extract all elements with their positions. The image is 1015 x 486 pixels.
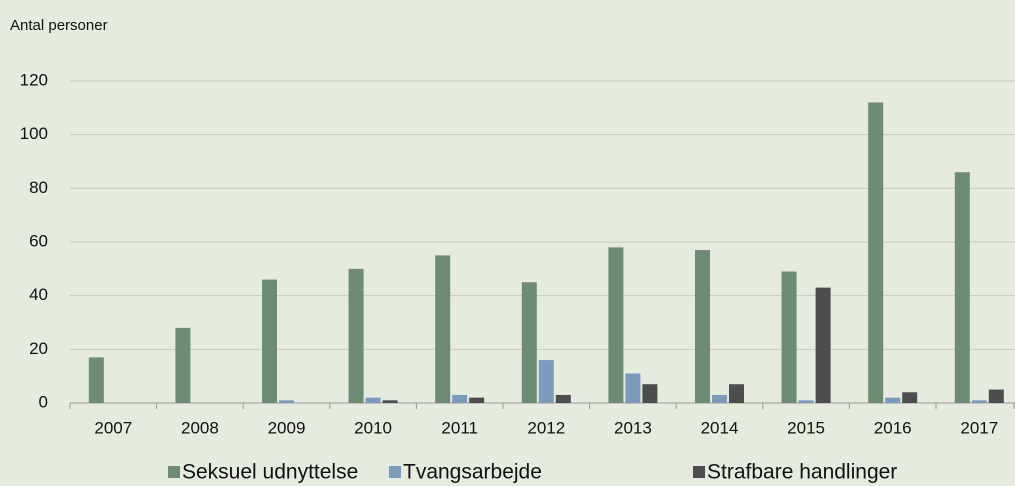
legend-label: Tvangsarbejde <box>403 461 542 484</box>
bar <box>435 255 451 403</box>
bar <box>798 400 814 403</box>
y-tick-label: 0 <box>39 392 48 411</box>
legend-label: Strafbare handlinger <box>707 461 897 484</box>
bar <box>262 279 277 403</box>
bar <box>469 397 485 403</box>
x-tick-label: 2014 <box>701 418 739 437</box>
bar <box>88 357 104 403</box>
y-tick-label: 60 <box>29 231 48 250</box>
bar <box>971 400 987 403</box>
bar <box>642 384 658 403</box>
x-tick-label: 2010 <box>354 418 392 437</box>
bar <box>365 397 381 403</box>
legend-swatch <box>693 466 705 478</box>
bar <box>781 271 797 403</box>
bar <box>555 394 571 403</box>
x-tick-label: 2013 <box>614 418 652 437</box>
bar <box>608 247 624 403</box>
y-axis-label: Antal personer <box>10 17 108 34</box>
y-tick-label: 120 <box>20 70 48 89</box>
x-tick-label: 2015 <box>787 418 825 437</box>
x-tick-label: 2016 <box>874 418 912 437</box>
bar <box>729 384 744 403</box>
bar <box>538 360 554 403</box>
bar <box>279 400 294 403</box>
y-tick-label: 20 <box>29 339 48 358</box>
bar <box>521 282 537 403</box>
bar <box>815 287 831 403</box>
bar <box>712 394 727 403</box>
legend-swatch <box>389 466 401 478</box>
x-tick-label: 2008 <box>181 418 219 437</box>
bar <box>175 327 191 403</box>
legend-swatch <box>168 466 180 478</box>
x-tick-label: 2009 <box>268 418 306 437</box>
bar <box>348 268 364 403</box>
y-tick-label: 80 <box>29 178 48 197</box>
y-tick-label: 40 <box>29 285 48 304</box>
legend-label: Seksuel udnyttelse <box>182 461 358 484</box>
bar <box>382 400 398 403</box>
bar <box>885 397 901 403</box>
bar <box>902 392 918 403</box>
bar <box>625 373 641 403</box>
x-tick-label: 2011 <box>441 418 478 437</box>
bar <box>695 250 710 403</box>
bar <box>868 102 884 403</box>
x-tick-label: 2017 <box>960 418 998 437</box>
bar <box>954 172 970 403</box>
y-tick-label: 100 <box>20 124 48 143</box>
bar <box>988 389 1004 403</box>
x-tick-label: 2007 <box>94 418 132 437</box>
x-tick-label: 2012 <box>527 418 565 437</box>
bar <box>452 394 468 403</box>
